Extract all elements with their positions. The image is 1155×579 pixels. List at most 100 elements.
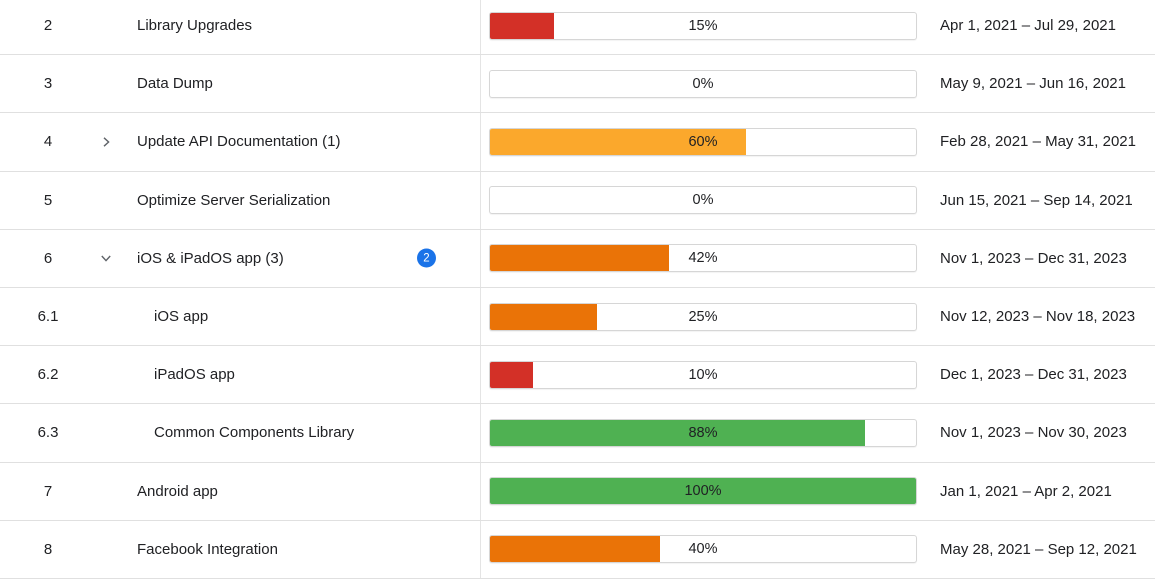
progress-bar-fill bbox=[490, 361, 533, 388]
progress-bar-fill bbox=[490, 128, 746, 155]
progress-bar[interactable]: 42% bbox=[489, 244, 917, 273]
date-range: May 28, 2021 – Sep 12, 2021 bbox=[940, 540, 1137, 558]
progress-percent-label: 0% bbox=[692, 75, 714, 92]
chevron-cell bbox=[96, 310, 116, 324]
task-name: iPadOS app bbox=[154, 366, 235, 384]
progress-percent-label: 10% bbox=[688, 366, 718, 383]
progress-bar[interactable]: 15% bbox=[489, 11, 917, 40]
table-row[interactable]: 6.2 iPadOS app 10% Dec 1, 2023 – Dec 31,… bbox=[0, 346, 1155, 405]
progress-bar[interactable]: 10% bbox=[489, 360, 917, 389]
date-range: Apr 1, 2021 – Jul 29, 2021 bbox=[940, 17, 1116, 35]
progress-cell: 0% bbox=[481, 186, 930, 215]
chevron-cell bbox=[96, 542, 116, 556]
row-number: 7 bbox=[43, 482, 53, 500]
chevron-down-icon[interactable] bbox=[100, 252, 112, 264]
progress-cell: 60% bbox=[481, 127, 930, 156]
chevron-cell bbox=[96, 426, 116, 440]
progress-percent-label: 40% bbox=[688, 541, 718, 558]
progress-bar-fill bbox=[490, 245, 669, 272]
progress-cell: 42% bbox=[481, 244, 930, 273]
chevron-cell bbox=[96, 135, 116, 149]
row-number: 3 bbox=[43, 75, 53, 93]
task-cell: 8 Facebook Integration bbox=[0, 520, 481, 578]
progress-bar[interactable]: 40% bbox=[489, 535, 917, 564]
row-number: 2 bbox=[43, 17, 53, 35]
task-name: Update API Documentation (1) bbox=[137, 133, 341, 151]
date-range: Nov 1, 2023 – Nov 30, 2023 bbox=[940, 424, 1127, 442]
progress-bar[interactable]: 60% bbox=[489, 127, 917, 156]
date-range: Jan 1, 2021 – Apr 2, 2021 bbox=[940, 482, 1112, 500]
task-cell: 3 Data Dump bbox=[0, 55, 481, 113]
progress-percent-label: 0% bbox=[692, 192, 714, 209]
progress-cell: 0% bbox=[481, 69, 930, 98]
progress-bar-fill bbox=[490, 536, 661, 563]
task-name: Common Components Library bbox=[154, 424, 355, 442]
task-cell: 4 Update API Documentation (1) bbox=[0, 113, 481, 171]
task-name: Facebook Integration bbox=[137, 540, 278, 558]
chevron-cell bbox=[96, 484, 116, 498]
progress-cell: 88% bbox=[481, 418, 930, 447]
task-name: iOS app bbox=[154, 308, 209, 326]
task-cell: 5 Optimize Server Serialization bbox=[0, 171, 481, 229]
date-range: Feb 28, 2021 – May 31, 2021 bbox=[940, 133, 1136, 151]
table-row[interactable]: 4 Update API Documentation (1) 60% Feb 2… bbox=[0, 113, 1155, 172]
progress-bar-fill bbox=[490, 303, 597, 330]
task-name: Library Upgrades bbox=[137, 17, 253, 35]
chevron-cell bbox=[96, 19, 116, 33]
chevron-cell bbox=[96, 368, 116, 382]
progress-cell: 10% bbox=[481, 360, 930, 389]
chevron-cell bbox=[96, 251, 116, 265]
row-number: 4 bbox=[43, 133, 53, 151]
date-range: Nov 1, 2023 – Dec 31, 2023 bbox=[940, 249, 1127, 267]
progress-cell: 25% bbox=[481, 302, 930, 331]
progress-percent-label: 25% bbox=[688, 308, 718, 325]
table-row[interactable]: 7 Android app 100% Jan 1, 2021 – Apr 2, … bbox=[0, 462, 1155, 521]
chevron-cell bbox=[96, 77, 116, 91]
table-row[interactable]: 3 Data Dump 0% May 9, 2021 – Jun 16, 202… bbox=[0, 55, 1155, 114]
progress-cell: 40% bbox=[481, 535, 930, 564]
chevron-cell bbox=[96, 193, 116, 207]
progress-bar[interactable]: 100% bbox=[489, 477, 917, 506]
progress-cell: 100% bbox=[481, 477, 930, 506]
progress-bar[interactable]: 25% bbox=[489, 302, 917, 331]
date-range: Dec 1, 2023 – Dec 31, 2023 bbox=[940, 366, 1127, 384]
table-row[interactable]: 6.1 iOS app 25% Nov 12, 2023 – Nov 18, 2… bbox=[0, 287, 1155, 347]
row-number: 6.2 bbox=[37, 366, 59, 384]
task-cell: 6 iOS & iPadOS app (3) 2 bbox=[0, 229, 481, 287]
date-range: May 9, 2021 – Jun 16, 2021 bbox=[940, 75, 1126, 93]
table-row[interactable]: 6.3 Common Components Library 88% Nov 1,… bbox=[0, 404, 1155, 463]
row-number: 5 bbox=[43, 191, 53, 209]
task-cell: 7 Android app bbox=[0, 462, 481, 520]
date-range: Nov 12, 2023 – Nov 18, 2023 bbox=[940, 308, 1136, 326]
comment-count-badge[interactable]: 2 bbox=[417, 248, 436, 268]
table-row[interactable]: 8 Facebook Integration 40% May 28, 2021 … bbox=[0, 520, 1155, 579]
row-number: 6.3 bbox=[37, 424, 59, 442]
task-cell: 6.2 iPadOS app bbox=[0, 346, 481, 404]
progress-bar[interactable]: 0% bbox=[489, 186, 917, 215]
table-row[interactable]: 6 iOS & iPadOS app (3) 2 42% Nov 1, 2023… bbox=[0, 229, 1155, 288]
date-range: Jun 15, 2021 – Sep 14, 2021 bbox=[940, 191, 1133, 209]
row-number: 8 bbox=[43, 540, 53, 558]
progress-percent-label: 60% bbox=[688, 133, 718, 150]
row-number: 6 bbox=[43, 249, 53, 267]
progress-percent-label: 42% bbox=[688, 250, 718, 267]
progress-percent-label: 88% bbox=[688, 424, 718, 441]
task-cell: 6.3 Common Components Library bbox=[0, 404, 481, 462]
progress-bar[interactable]: 0% bbox=[489, 69, 917, 98]
task-name: Optimize Server Serialization bbox=[137, 191, 331, 209]
table-row[interactable]: 5 Optimize Server Serialization 0% Jun 1… bbox=[0, 171, 1155, 230]
progress-bar-fill bbox=[490, 419, 865, 446]
progress-bar[interactable]: 88% bbox=[489, 418, 917, 447]
chevron-right-icon[interactable] bbox=[100, 136, 112, 148]
progress-percent-label: 15% bbox=[688, 17, 718, 34]
table-row[interactable]: 2 Library Upgrades 15% Apr 1, 2021 – Jul… bbox=[0, 0, 1155, 56]
progress-percent-label: 100% bbox=[684, 483, 722, 500]
task-name: Android app bbox=[137, 482, 218, 500]
progress-bar-fill bbox=[490, 478, 916, 505]
progress-bar-fill bbox=[490, 12, 554, 39]
task-name: Data Dump bbox=[137, 75, 213, 93]
task-cell: 6.1 iOS app bbox=[0, 287, 481, 346]
task-cell: 2 Library Upgrades bbox=[0, 0, 481, 55]
progress-cell: 15% bbox=[481, 11, 930, 40]
